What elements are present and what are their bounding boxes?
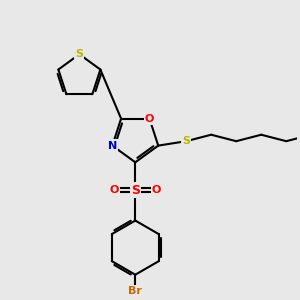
Text: S: S xyxy=(182,136,190,146)
Text: S: S xyxy=(131,184,140,197)
Text: Br: Br xyxy=(128,286,142,296)
Text: O: O xyxy=(110,185,119,195)
Text: S: S xyxy=(75,49,83,59)
Text: N: N xyxy=(108,141,117,151)
Text: O: O xyxy=(145,114,154,124)
Text: O: O xyxy=(152,185,161,195)
